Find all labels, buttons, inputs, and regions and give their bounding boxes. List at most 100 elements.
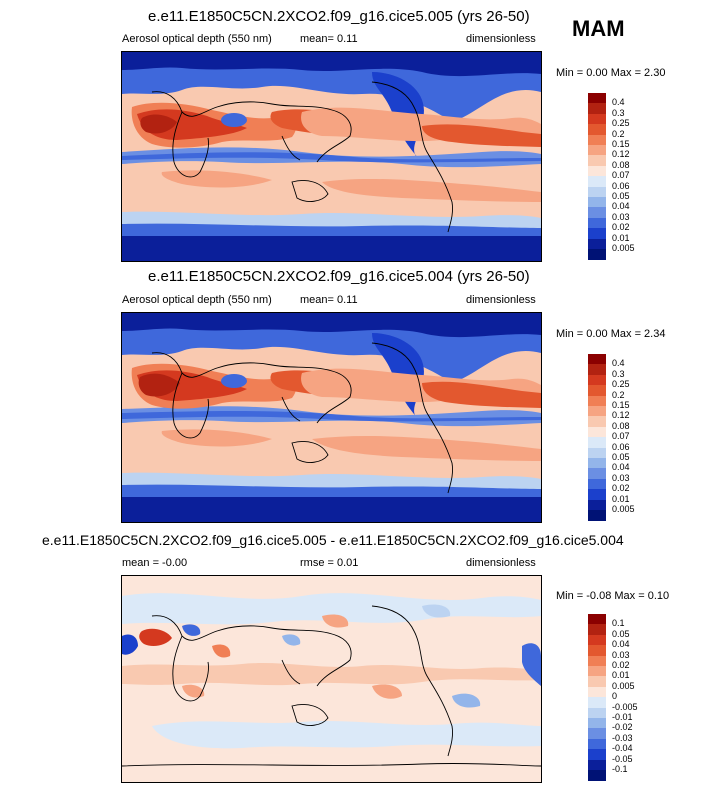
colorbar-label: 0.03: [612, 472, 630, 483]
colorbar-swatch: [588, 749, 606, 761]
colorbar-swatch: [588, 93, 606, 104]
colorbar-label: 0.4: [612, 358, 625, 369]
colorbar-swatch: [588, 374, 606, 386]
colorbar-label: 0.01: [612, 670, 630, 681]
panel2-title: e.e11.E1850C5CN.2XCO2.f09_g16.cice5.004 …: [148, 268, 530, 285]
colorbar-swatch: [588, 759, 606, 771]
panel2-map-plot: [122, 313, 541, 522]
colorbar-label: 0.15: [612, 139, 630, 149]
panel3-units-label: dimensionless: [466, 557, 536, 569]
colorbar-swatch: [588, 634, 606, 646]
colorbar-swatch: [588, 207, 606, 219]
colorbar-label: 0: [612, 691, 618, 702]
colorbar-label: 0.2: [612, 389, 625, 400]
colorbar-label: 0.3: [612, 107, 625, 118]
colorbar-swatch: [588, 165, 606, 177]
colorbar-swatch: [588, 478, 606, 490]
panel2-map: [121, 312, 542, 523]
colorbar-label: 0.2: [612, 128, 625, 139]
panel3-title: e.e11.E1850C5CN.2XCO2.f09_g16.cice5.005 …: [42, 532, 624, 548]
panel2-variable-label: Aerosol optical depth (550 nm): [122, 294, 272, 306]
colorbar-swatch: [588, 426, 606, 438]
colorbar-label: 0.05: [612, 628, 630, 639]
colorbar-label: 0.08: [612, 159, 630, 170]
colorbar-swatch: [588, 186, 606, 198]
colorbar-label: 0.12: [612, 410, 630, 421]
panel3-rmse-label: rmse = 0.01: [300, 557, 359, 569]
colorbar-label: -0.1: [612, 764, 628, 774]
colorbar-label: 0.01: [612, 493, 630, 504]
panel2-minmax: Min = 0.00 Max = 2.34: [556, 328, 666, 340]
colorbar-label: -0.02: [612, 722, 633, 733]
colorbar-label: 0.06: [612, 441, 630, 452]
panel1-minmax: Min = 0.00 Max = 2.30: [556, 67, 666, 79]
colorbar-label: 0.02: [612, 483, 630, 494]
colorbar-swatch: [588, 354, 606, 365]
panel2-mean-label: mean= 0.11: [300, 294, 358, 306]
colorbar-swatch: [588, 645, 606, 657]
colorbar-swatch: [588, 676, 606, 688]
colorbar-swatch: [588, 697, 606, 709]
colorbar-swatch: [588, 406, 606, 417]
colorbar-label: 0.1: [612, 618, 625, 629]
colorbar-label: 0.05: [612, 452, 630, 462]
colorbar-swatch: [588, 217, 606, 229]
colorbar-label: 0.07: [612, 170, 630, 181]
colorbar-label: 0.15: [612, 400, 630, 410]
colorbar-label: -0.01: [612, 712, 633, 722]
colorbar-swatch: [588, 686, 606, 698]
panel2-units-label: dimensionless: [466, 294, 536, 306]
colorbar-swatch: [588, 155, 606, 167]
colorbar-swatch: [588, 113, 606, 125]
colorbar-swatch: [588, 707, 606, 719]
colorbar-swatch: [588, 238, 606, 250]
colorbar-swatch: [588, 124, 606, 136]
colorbar-label: 0.3: [612, 368, 625, 379]
colorbar-label: 0.07: [612, 431, 630, 442]
colorbar-swatch: [588, 738, 606, 750]
colorbar-label: 0.02: [612, 660, 630, 670]
colorbar-swatch: [588, 437, 606, 449]
colorbar-swatch: [588, 499, 606, 511]
colorbar-label: 0.06: [612, 180, 630, 191]
colorbar-label: 0.4: [612, 97, 625, 108]
colorbar-swatch: [588, 364, 606, 376]
colorbar-swatch: [588, 718, 606, 729]
colorbar-label: -0.03: [612, 732, 633, 743]
colorbar-swatch: [588, 249, 606, 260]
colorbar-swatch: [588, 458, 606, 469]
colorbar-label: 0.25: [612, 379, 630, 390]
colorbar-label: 0.005: [612, 680, 635, 691]
panel1-units-label: dimensionless: [466, 33, 536, 45]
colorbar-swatch: [588, 385, 606, 397]
colorbar-swatch: [588, 510, 606, 521]
colorbar-label: 0.02: [612, 222, 630, 233]
colorbar-swatch: [588, 666, 606, 677]
colorbar-swatch: [588, 176, 606, 188]
colorbar-swatch: [588, 395, 606, 407]
colorbar-swatch: [588, 228, 606, 240]
colorbar-swatch: [588, 416, 606, 428]
season-label: MAM: [572, 16, 625, 41]
panel3-map-plot: [122, 576, 541, 782]
colorbar-label: 0.005: [612, 504, 635, 514]
colorbar-swatch: [588, 145, 606, 156]
colorbar-swatch: [588, 770, 606, 781]
panel3-map: [121, 575, 542, 783]
colorbar-swatch: [588, 447, 606, 459]
colorbar-label: 0.05: [612, 191, 630, 201]
colorbar-label: 0.01: [612, 232, 630, 243]
panel1-map-plot: [122, 52, 541, 261]
panel1-title: e.e11.E1850C5CN.2XCO2.f09_g16.cice5.005 …: [148, 8, 530, 25]
colorbar-label: 0.04: [612, 639, 630, 650]
colorbar-label: 0.04: [612, 462, 630, 473]
colorbar-label: 0.25: [612, 118, 630, 129]
panel1-mean-label: mean= 0.11: [300, 33, 358, 45]
colorbar-label: 0.03: [612, 649, 630, 660]
colorbar-label: -0.05: [612, 753, 633, 764]
panel1-variable-label: Aerosol optical depth (550 nm): [122, 33, 272, 45]
colorbar-label: 0.04: [612, 201, 630, 212]
colorbar-label: 0.03: [612, 211, 630, 222]
panel3-minmax: Min = -0.08 Max = 0.10: [556, 590, 670, 602]
colorbar-swatch: [588, 614, 606, 625]
